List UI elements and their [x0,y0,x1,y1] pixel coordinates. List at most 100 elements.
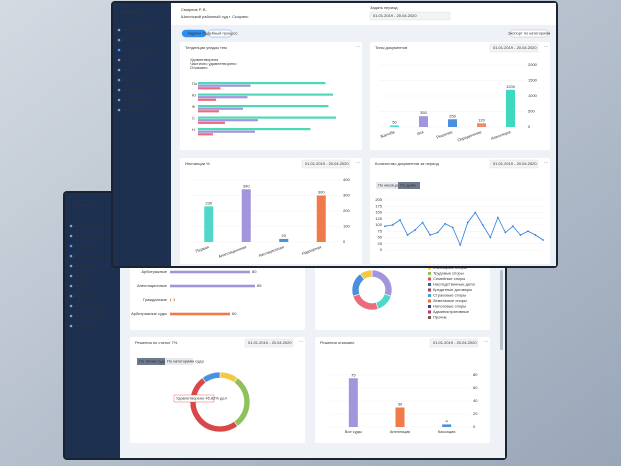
date-text[interactable]: 01.01.2019 - 20.04.2020 [373,13,417,18]
bar [390,125,399,127]
bar [198,121,225,124]
legend-label: Частично удовлетворено [190,61,237,66]
menu-item[interactable]: Добрые решения [123,77,155,82]
user-name: Смирнов Р. В. [181,7,207,12]
menu-item[interactable]: Звонки [123,67,136,72]
export-label[interactable]: Экспорт по категориям [508,31,551,36]
logo: PravoSud [73,202,92,207]
menu-item[interactable]: Звонки [75,273,88,278]
menu-icon [69,284,73,288]
value-label: 50 [392,120,397,125]
menu-item[interactable]: Мониторинг [123,57,146,62]
tab[interactable] [207,29,233,38]
point [406,234,409,236]
toggle-button[interactable] [376,182,398,189]
toggle-button[interactable] [398,182,420,189]
menu-icon [69,314,73,318]
date-field[interactable] [244,338,294,348]
menu-item[interactable]: Мониторинг рынка [123,47,158,52]
bar [170,312,230,316]
menu-icon [117,38,121,42]
date-field[interactable] [301,159,351,169]
sidebar [113,3,171,266]
point [384,225,386,228]
menu-item[interactable]: Графики сеансы [75,303,106,308]
x-tick-label: Апелляция [490,129,511,141]
point [459,244,462,246]
menu-item[interactable]: Аналитика [123,37,144,42]
date-field[interactable] [429,338,479,348]
menu-dots: ⋯ [356,44,360,49]
toggle-label[interactable]: По дням [400,183,416,188]
toggle-label[interactable]: По типам судов [139,359,168,364]
menu-item[interactable]: Нормативные акты [75,233,111,238]
menu-item[interactable]: Мониторинг [75,263,98,268]
toggle-button[interactable] [137,358,165,365]
menu-icon [117,48,121,52]
menu-dots: ⋯ [356,160,360,165]
export-button[interactable] [509,29,549,38]
menu-item[interactable]: Добрые [75,283,90,288]
point [496,216,499,219]
date-field[interactable] [489,43,539,53]
menu-dots: ⋯ [544,44,548,49]
menu-item[interactable]: Календарь [75,293,95,298]
menu-icon [69,294,73,298]
scrollbar [500,270,503,350]
toggle-button[interactable] [165,358,193,365]
panel [315,337,490,443]
point [527,230,529,233]
panel [180,42,362,150]
bar [316,195,326,242]
menu-item[interactable]: Задачи патентов [75,313,106,318]
y-tick-label: 0 [343,239,346,244]
bar [170,284,255,288]
date-field[interactable] [369,11,451,21]
legend-label: Кредитные договоры [433,287,472,292]
panel-title: Решения по статье 7% [135,340,178,345]
legend-swatch [428,310,431,314]
legend-swatch [428,299,431,303]
bar [442,424,452,427]
bar [198,82,326,85]
bar-label: Арбитражные [141,269,167,274]
y-tick-label: 60 [473,385,478,390]
y-tick-label: 100 [343,224,350,229]
tab-label[interactable]: Задачи [187,31,200,36]
menu-item[interactable]: Задачи патентов [123,97,154,102]
menu-item[interactable]: Аналитика [75,243,96,248]
y-tick-label: 100 [375,222,382,227]
menu-item[interactable]: Поиск документов [123,27,157,32]
tab[interactable] [181,29,207,38]
bar [170,298,171,302]
menu-item[interactable]: Документы [75,323,96,328]
menu-icon [69,264,73,268]
menu-icon [117,68,121,72]
point [504,231,507,234]
line [384,211,544,247]
legend-swatch [428,288,431,292]
point [436,231,439,234]
y-tick-label: 2000 [528,62,538,67]
bar-label: Апелляционные [137,283,168,288]
x-tick-label: Апелляция [390,429,410,434]
header [171,3,556,25]
toggle-label[interactable]: По категориям суда [167,359,204,364]
point [444,222,447,225]
legend-label: Удовлетворено [190,57,219,62]
point [542,239,544,241]
menu-item[interactable]: Мониторинг рынка [75,253,110,258]
y-tick-label: 175 [375,203,382,208]
menu-icon [117,58,121,62]
menu-item[interactable]: Документы [123,107,144,112]
menu-item[interactable]: Судебные решения [75,223,111,228]
toggle-label[interactable]: По месяцам [378,183,401,188]
tab-label[interactable]: Судебный процесс [202,31,237,36]
menu-item[interactable]: Календарь [123,87,143,92]
point [489,236,492,239]
value-label: 230 [205,200,212,205]
bar [204,206,214,242]
date-field[interactable] [489,159,539,169]
legend-label: Трудовые споры [433,271,464,276]
